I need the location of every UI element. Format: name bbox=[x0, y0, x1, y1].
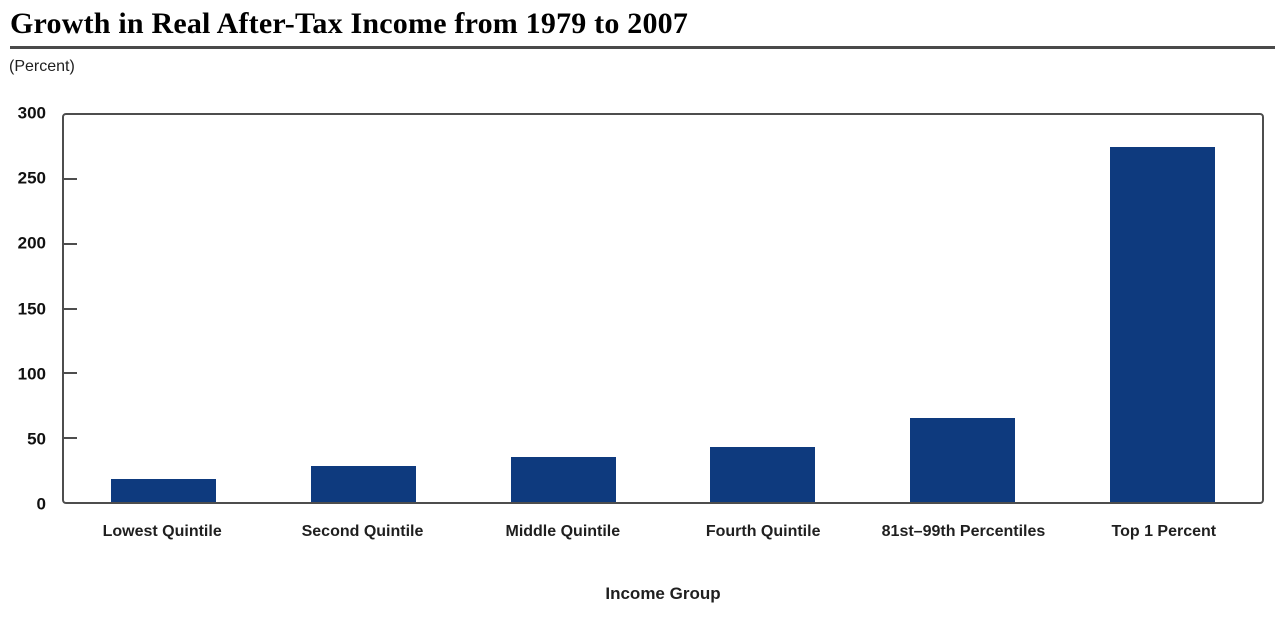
x-tick-label: Fourth Quintile bbox=[705, 523, 821, 540]
y-axis-unit-label: (Percent) bbox=[9, 58, 75, 75]
y-tick-mark bbox=[64, 371, 77, 374]
bars-row bbox=[64, 115, 1262, 502]
bar-slot bbox=[264, 115, 464, 502]
bar-slot bbox=[64, 115, 264, 502]
x-tick-label: Lowest Quintile bbox=[102, 523, 222, 540]
plot-area bbox=[62, 113, 1264, 504]
bar-slot bbox=[1062, 115, 1262, 502]
y-tick-mark bbox=[64, 307, 77, 310]
x-tick-label: Top 1 Percent bbox=[1111, 523, 1217, 540]
y-axis-labels: 0 50 100 150 200 250 300 bbox=[0, 105, 50, 513]
bar-4 bbox=[710, 446, 816, 502]
title-underline bbox=[10, 46, 1275, 49]
x-tick-label: Second Quintile bbox=[301, 523, 424, 540]
y-tick-mark bbox=[64, 242, 77, 245]
chart-title: Growth in Real After-Tax Income from 197… bbox=[10, 7, 689, 40]
y-tick-label: 0 bbox=[36, 494, 46, 514]
bar-slot bbox=[663, 115, 863, 502]
y-tick-mark bbox=[64, 436, 77, 439]
x-labels-row: Lowest Quintile Second Quintile Middle Qui… bbox=[62, 523, 1264, 541]
y-tick-label: 100 bbox=[17, 364, 46, 384]
y-tick-label: 200 bbox=[17, 233, 46, 253]
y-tick-label: 150 bbox=[17, 299, 46, 318]
bar-slot bbox=[463, 115, 663, 502]
x-tick-label: 81st–99th Percentiles bbox=[881, 523, 1046, 540]
bar-2 bbox=[311, 465, 416, 502]
x-tick-label: Middle Quintile bbox=[505, 523, 621, 540]
bar-1 bbox=[111, 478, 217, 502]
bar-slot bbox=[863, 115, 1063, 502]
y-tick-label: 300 bbox=[17, 103, 46, 123]
y-tick-label: 250 bbox=[17, 168, 46, 188]
bar-6 bbox=[1109, 147, 1215, 502]
y-tick-mark bbox=[64, 178, 77, 181]
bar-5 bbox=[910, 418, 1015, 502]
bar-3 bbox=[510, 456, 616, 502]
x-axis-title: Income Group bbox=[605, 584, 721, 603]
y-tick-label: 50 bbox=[27, 429, 46, 449]
